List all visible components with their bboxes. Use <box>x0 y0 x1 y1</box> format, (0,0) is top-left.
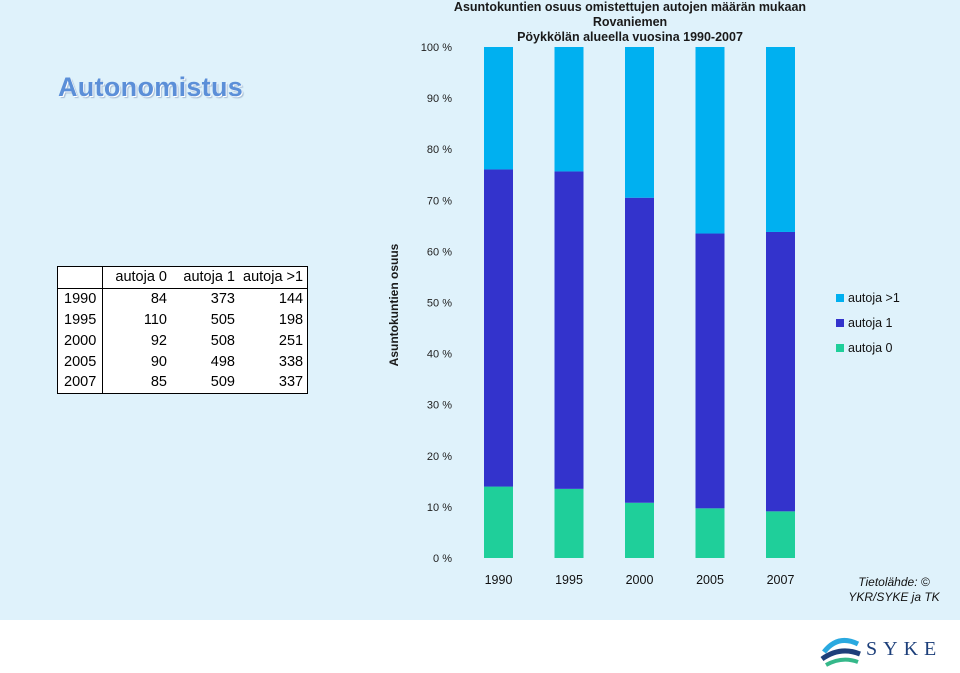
bar-segment-autoja-1-1990 <box>484 47 513 170</box>
y-tick-label: 30 % <box>427 400 452 412</box>
syke-logo-mark-icon <box>820 637 861 667</box>
slide-heading: Autonomistus <box>58 72 244 102</box>
table-cell: 509 <box>210 374 235 391</box>
legend-swatch <box>836 293 844 302</box>
x-tick-label: 1990 <box>485 573 513 587</box>
table-cell: 498 <box>210 353 235 370</box>
y-tick-label: 0 % <box>433 553 452 565</box>
stacked-bar-chart: 0 % 10 % 20 % 30 % 40 % 50 % 60 % 70 % 80 % 90 % 1… <box>421 42 795 587</box>
legend-label: autoja >1 <box>848 290 900 305</box>
table-cell: 144 <box>278 291 304 308</box>
table-row: 2000 92 508 251 <box>57 330 308 352</box>
table-cell: 2007 <box>57 371 103 394</box>
bar-segment-autoja-0-1995 <box>554 488 584 558</box>
source-line-2: YKR/SYKE ja TK <box>848 590 940 604</box>
y-tick-label: 90 % <box>427 93 452 105</box>
table-cell: 84 <box>150 291 167 308</box>
bar-segment-autoja-1-1995 <box>554 171 584 489</box>
table-cell: 338 <box>278 353 304 370</box>
legend-label: autoja 1 <box>848 315 893 330</box>
bar-segment-autoja-1-1990 <box>484 169 513 487</box>
bar-segment-autoja-0-2000 <box>625 502 654 558</box>
table-row: 2005 90 498 338 <box>57 351 308 372</box>
y-tick-label: 70 % <box>427 195 452 207</box>
y-tick-label: 50 % <box>427 298 452 310</box>
bar-segment-autoja-1-2005 <box>695 233 725 509</box>
legend-item: autoja 0 <box>836 335 900 360</box>
legend-item: autoja >1 <box>836 285 900 310</box>
y-tick-label: 80 % <box>427 144 452 156</box>
y-tick-label: 10 % <box>427 502 452 514</box>
table-cell: 110 <box>143 311 167 328</box>
bar-segment-autoja-0-1990 <box>484 486 513 558</box>
x-tick-label: 2000 <box>626 573 654 587</box>
legend-swatch <box>836 343 844 352</box>
bar-segment-autoja-0-2007 <box>766 511 795 558</box>
table-cell: 2000 <box>57 330 103 352</box>
table-header-cell: autoja 1 <box>171 266 239 289</box>
bar-segment-autoja-1-2005 <box>695 47 725 234</box>
bar-groups <box>484 47 795 558</box>
data-table: autoja 0 autoja 1 autoja >1 1990 84 373 … <box>57 266 309 394</box>
chart-title-line-1: Asuntokuntien osuus omistettujen autojen… <box>453 0 807 29</box>
y-tick-label: 100 % <box>421 42 452 54</box>
chart-title: Asuntokuntien osuus omistettujen autojen… <box>420 0 840 45</box>
bar-segment-autoja-0-2005 <box>695 508 725 558</box>
table-row: 1995 110 505 198 <box>57 309 308 331</box>
table-cell: 90 <box>150 353 167 370</box>
table-cell: 505 <box>210 311 235 328</box>
x-tick-labels: 1990 1995 2000 2005 2007 <box>485 573 795 587</box>
y-tick-label: 40 % <box>427 349 452 361</box>
table-cell: 1990 <box>57 288 103 310</box>
legend-swatch <box>836 318 844 327</box>
table-header-cell: autoja 0 <box>102 266 171 289</box>
syke-logo: SYKE <box>818 632 948 668</box>
table-header-row: autoja 0 autoja 1 autoja >1 <box>57 266 308 289</box>
table-cell: 92 <box>150 332 167 349</box>
table-cell: 198 <box>278 311 304 328</box>
bar-segment-autoja-1-2007 <box>766 47 795 232</box>
bar-segment-autoja-1-1995 <box>554 47 584 172</box>
table-cell: 85 <box>150 374 167 391</box>
y-tick-label: 60 % <box>427 246 452 258</box>
chart-title-line-2: Pöykkölän alueella vuosina 1990-2007 <box>517 30 743 44</box>
bar-segment-autoja-1-2007 <box>766 231 795 512</box>
table-cell: 508 <box>210 332 235 349</box>
y-tick-labels: 0 % 10 % 20 % 30 % 40 % 50 % 60 % 70 % 80 % 90 % 1… <box>421 42 452 565</box>
table-cell: 1995 <box>57 309 103 331</box>
table-header-cell <box>57 266 103 289</box>
table-row: 1990 84 373 144 <box>57 288 308 310</box>
legend-item: autoja 1 <box>836 310 900 335</box>
chart-legend: autoja >1 autoja 1 autoja 0 <box>836 285 900 360</box>
bar-segment-autoja-1-2000 <box>625 197 654 503</box>
table-row: 2007 85 509 337 <box>57 371 308 394</box>
x-tick-label: 2007 <box>767 573 795 587</box>
table-cell: 251 <box>278 332 304 349</box>
table-cell: 2005 <box>57 351 103 372</box>
source-note: Tietolähde: © YKR/SYKE ja TK <box>838 575 950 605</box>
y-tick-label: 20 % <box>427 451 452 463</box>
x-tick-label: 1995 <box>555 573 583 587</box>
table-header-cell: autoja >1 <box>239 266 308 289</box>
legend-label: autoja 0 <box>848 340 893 355</box>
table-cell: 373 <box>210 291 235 308</box>
syke-logo-text: SYKE <box>866 638 943 660</box>
x-tick-label: 2005 <box>696 573 724 587</box>
source-line-1: Tietolähde: © <box>858 575 930 589</box>
table-cell: 337 <box>278 374 304 391</box>
bar-segment-autoja-1-2000 <box>625 47 654 198</box>
